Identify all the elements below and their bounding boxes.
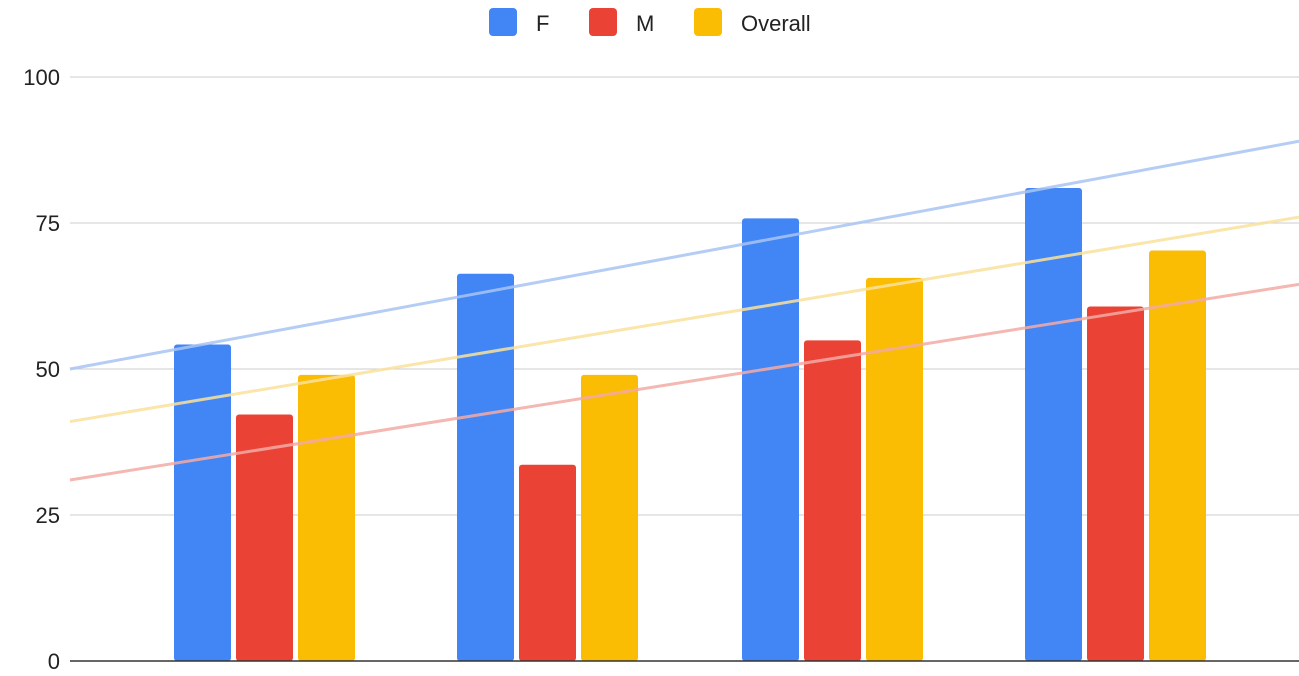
- y-axis-ticks: 0 25 50 75 100: [23, 65, 60, 674]
- legend-swatch-overall: [694, 8, 722, 36]
- y-tick-label: 25: [36, 503, 60, 528]
- bar-overall-1: [298, 374, 355, 661]
- bar-m-3: [804, 340, 861, 661]
- bar-f-2: [457, 273, 514, 661]
- y-tick-label: 0: [48, 649, 60, 671]
- legend-label-m: M: [636, 11, 654, 36]
- y-tick-label: 100: [23, 65, 60, 90]
- y-tick-label: 50: [36, 357, 60, 382]
- bar-m-4: [1087, 306, 1144, 661]
- bar-overall-3: [866, 277, 923, 661]
- bar-overall-4: [1149, 250, 1206, 661]
- y-tick-label: 75: [36, 211, 60, 236]
- bar-f-1: [174, 344, 231, 661]
- legend: F M Overall: [489, 8, 811, 36]
- legend-swatch-m: [589, 8, 617, 36]
- bar-m-1: [236, 414, 293, 661]
- legend-swatch-f: [489, 8, 517, 36]
- trendline-m: [69, 282, 1299, 482]
- legend-label-f: F: [536, 11, 549, 36]
- bar-f-4: [1025, 187, 1082, 661]
- trendline-overall: [69, 215, 1299, 424]
- bar-m-2: [519, 464, 576, 661]
- bar-overall-2: [581, 374, 638, 661]
- legend-label-overall: Overall: [741, 11, 811, 36]
- bars: [174, 187, 1206, 661]
- trendline-f: [69, 139, 1299, 371]
- bar-f-3: [742, 218, 799, 661]
- trendlines: [69, 139, 1299, 482]
